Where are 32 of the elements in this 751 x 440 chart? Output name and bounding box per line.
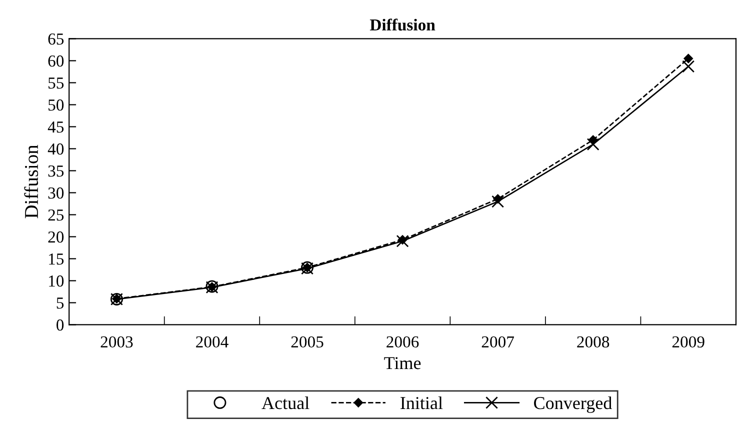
x-axis-title: Time (384, 357, 421, 370)
x-tick-label: 2004 (196, 336, 228, 348)
y-tick-label: 45 (48, 122, 64, 133)
y-tick-label: 25 (48, 209, 64, 221)
y-tick-label: 10 (49, 275, 64, 287)
x-tick-label: 2009 (672, 336, 704, 348)
y-tick-label: 0 (56, 319, 64, 331)
y-tick-label: 15 (49, 254, 64, 265)
y-tick-label: 35 (48, 165, 64, 177)
legend-label: Converged (534, 396, 612, 413)
point (682, 60, 695, 73)
point (492, 195, 504, 208)
y-axis-title: Diffusion (24, 144, 38, 218)
x-tick-label: 2007 (482, 336, 514, 348)
point (586, 138, 600, 151)
x-tick-label: 2005 (291, 336, 324, 348)
x-tick-label: 2008 (577, 336, 610, 348)
chart-title: Diffusion (370, 18, 436, 31)
y-tick-label: 60 (48, 55, 64, 67)
y-tick-label: 20 (48, 231, 64, 243)
x-tick-label: 2006 (386, 336, 419, 348)
y-tick-label: 65 (48, 33, 64, 45)
legend-label: Initial (400, 396, 443, 410)
y-tick-label: 5 (56, 298, 64, 309)
y-tick-label: 55 (48, 78, 64, 89)
y-tick-label: 30 (48, 187, 64, 199)
y-tick-label: 50 (48, 99, 64, 111)
y-tick-label: 40 (48, 143, 64, 155)
legend-label: Actual (262, 396, 310, 410)
x-tick-label: 2003 (100, 336, 133, 348)
point (396, 234, 409, 248)
point (684, 54, 693, 64)
